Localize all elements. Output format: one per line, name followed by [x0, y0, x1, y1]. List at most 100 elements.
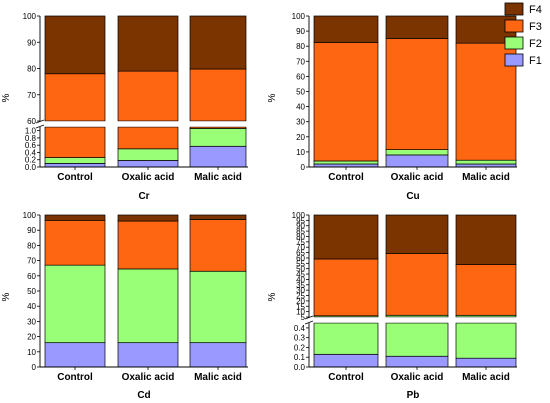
y-axis-label: %	[1, 292, 12, 301]
y-axis-label: %	[267, 292, 278, 301]
bar-cd-control-f2	[44, 264, 106, 344]
y-tick-label-90: 90	[296, 222, 305, 231]
y-tick-label-80: 80	[296, 232, 305, 241]
y-tick-label-25: 25	[296, 292, 305, 301]
y-tick-label-80: 80	[27, 65, 36, 74]
legend-swatch-f3	[504, 19, 524, 33]
bar-pb-control-f3-upper	[313, 258, 379, 317]
y-tick-label-90: 90	[27, 38, 36, 47]
category-label-malic-acid: Malic acid	[462, 172, 510, 183]
bar-cd-control-f4	[44, 214, 106, 221]
y-tick-label-0-4: 0.4	[25, 148, 37, 157]
bar-pb-control-f4-upper	[313, 214, 379, 260]
category-label-oxalic-acid: Oxalic acid	[122, 372, 175, 383]
chart-panel-cr: Control Oxalic acid Malic acid 0.00.20.40.6…	[1, 12, 249, 202]
y-tick-label-90: 90	[296, 27, 305, 36]
y-tick-label-90: 90	[27, 226, 36, 235]
axis-break-mark	[304, 315, 314, 320]
y-tick-label-0-3: 0.3	[294, 334, 306, 343]
y-tick-label-35: 35	[296, 281, 305, 290]
bar-cr-control-f2-lower	[44, 157, 106, 164]
bar-cr-oxalic-acid-f4-upper	[117, 15, 179, 72]
bar-pb-oxalic-acid-f2-lower	[385, 322, 449, 357]
y-tick-label-80: 80	[296, 42, 305, 51]
bar-cu-oxalic-acid-f3	[385, 38, 449, 150]
legend-label-f4: F4	[529, 4, 542, 16]
bar-cd-oxalic-acid-f3	[117, 220, 179, 270]
y-tick-label-30: 30	[296, 286, 305, 295]
y-tick-label-60: 60	[296, 72, 305, 81]
y-tick-label-80: 80	[27, 241, 36, 250]
bar-pb-oxalic-acid-f1-lower	[385, 355, 449, 368]
y-tick-label-1-0: 1.0	[25, 127, 37, 136]
y-tick-label-0-6: 0.6	[25, 141, 37, 150]
bar-cd-oxalic-acid-f4	[117, 214, 179, 222]
y-tick-label-0-2: 0.2	[294, 343, 306, 352]
legend-label-f3: F3	[529, 21, 542, 33]
y-tick-label-75: 75	[296, 238, 305, 247]
chart-title-cd: Cd	[137, 390, 150, 401]
bar-cr-control-f4-upper	[44, 15, 106, 75]
y-tick-label-50: 50	[296, 88, 305, 97]
y-tick-label-0: 0	[301, 163, 306, 172]
bar-cd-control-f3	[44, 219, 106, 266]
axis-break-mark	[35, 124, 45, 129]
y-axis-label: %	[1, 93, 12, 102]
y-tick-label-10: 10	[296, 308, 305, 317]
bar-cr-oxalic-acid-f3-lower	[117, 126, 179, 150]
y-tick-label-50: 50	[27, 287, 36, 296]
y-tick-label-100: 100	[23, 12, 37, 21]
axis-break-gap	[39, 121, 249, 127]
bar-pb-malic-acid-f1-lower	[455, 357, 517, 368]
bar-pb-malic-acid-f3-upper	[455, 264, 517, 316]
chart-title-pb: Pb	[407, 390, 420, 401]
bar-cr-malic-acid-f1-lower	[189, 145, 247, 168]
bar-cr-control-f3-lower	[44, 126, 106, 158]
y-tick-label-20: 20	[296, 133, 305, 142]
legend: F4 F3 F2 F1	[504, 2, 542, 67]
y-tick-label-30: 30	[27, 317, 36, 326]
y-tick-label-100: 100	[292, 211, 306, 220]
legend-swatch-f2	[504, 36, 524, 50]
y-tick-label-10: 10	[296, 148, 305, 157]
bar-cd-malic-acid-f3	[189, 219, 247, 272]
category-label-control: Control	[57, 372, 93, 383]
chart-panel-pb: Control Oxalic acid Malic acid 0.00.10.20.3…	[267, 211, 518, 401]
category-label-malic-acid: Malic acid	[194, 172, 242, 183]
category-label-control: Control	[328, 172, 364, 183]
axis-break-gap	[308, 317, 518, 323]
category-label-oxalic-acid: Oxalic acid	[391, 172, 444, 183]
y-tick-label-0-8: 0.8	[25, 134, 37, 143]
bar-cr-malic-acid-f4-upper	[189, 15, 247, 70]
bar-pb-malic-acid-f4-upper	[455, 214, 517, 265]
bar-pb-malic-acid-f2-lower	[455, 322, 517, 359]
bar-cr-oxalic-acid-f1-lower	[117, 160, 179, 168]
bar-cr-oxalic-acid-f2-lower	[117, 148, 179, 161]
y-tick-label-100: 100	[23, 211, 37, 220]
y-tick-label-0-0: 0.0	[294, 363, 306, 372]
y-tick-label-0-0: 0.0	[25, 163, 37, 172]
bar-cu-oxalic-acid-f1	[385, 154, 449, 168]
bar-cr-control-f1-lower	[44, 163, 106, 168]
bar-cu-control-f2	[313, 160, 379, 165]
y-tick-label-45: 45	[296, 270, 305, 279]
bar-cd-control-f1	[44, 342, 106, 368]
y-tick-label-60: 60	[27, 272, 36, 281]
y-tick-label-0-1: 0.1	[294, 353, 306, 362]
bar-cr-malic-acid-f3-upper	[189, 68, 247, 122]
y-axis-label: %	[267, 93, 278, 102]
y-tick-label-15: 15	[296, 302, 305, 311]
bar-cr-oxalic-acid-f3-upper	[117, 70, 179, 122]
bar-cu-malic-acid-f2	[455, 159, 517, 165]
y-tick-label-40: 40	[27, 302, 36, 311]
legend-swatch-f4	[504, 2, 524, 16]
bar-cu-control-f4	[313, 15, 379, 43]
axis-break-mark	[304, 320, 314, 325]
bar-cu-control-f1	[313, 163, 379, 168]
chart-panel-cd: Control Oxalic acid Malic acid 0 10 20 30 40 50 6…	[1, 211, 248, 401]
y-tick-label-10: 10	[27, 348, 36, 357]
legend-label-f2: F2	[529, 38, 542, 50]
y-tick-label-100: 100	[292, 12, 306, 21]
y-tick-label-20: 20	[296, 297, 305, 306]
